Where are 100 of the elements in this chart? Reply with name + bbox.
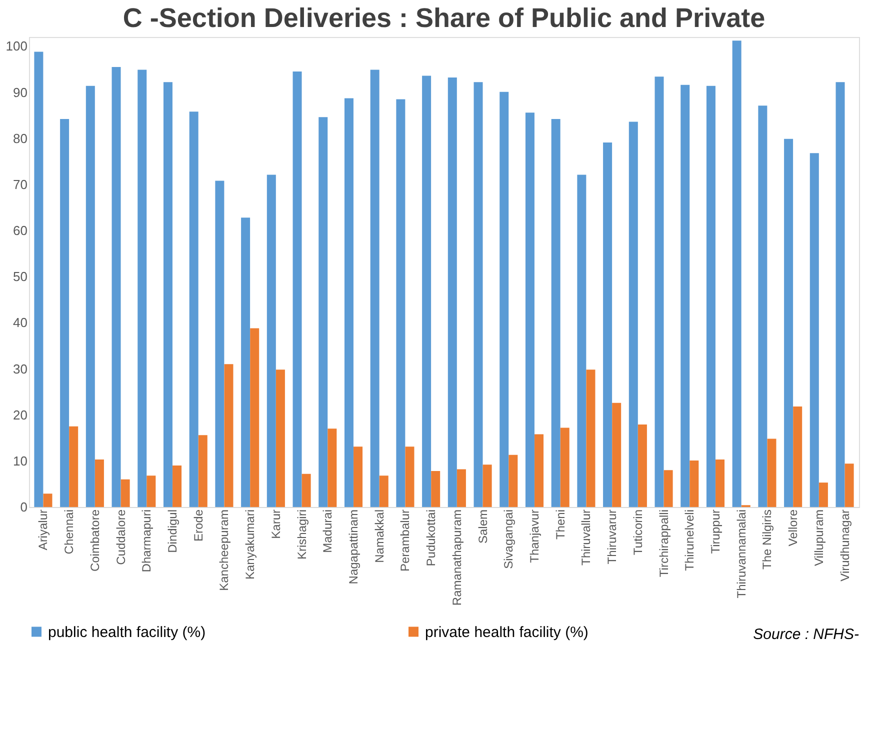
y-tick-label: 100 — [6, 38, 28, 54]
bar — [69, 426, 78, 507]
y-tick-label: 40 — [13, 315, 28, 330]
x-tick-label: Kanyakumari — [243, 510, 258, 580]
y-tick-label: 50 — [13, 269, 28, 284]
bar — [793, 406, 802, 507]
y-tick-label: 90 — [13, 84, 28, 100]
x-tick-label: Ramanathapuram — [450, 510, 464, 606]
x-tick-label: Pudukottai — [424, 510, 438, 566]
x-tick-label: Tuticorin — [630, 510, 645, 556]
x-tick-label: Virudhunagar — [838, 510, 852, 582]
x-tick-label: Perambalur — [398, 510, 412, 572]
x-tick-label: Nagapattinam — [346, 510, 360, 584]
bar — [586, 370, 596, 507]
bar — [328, 428, 337, 507]
bar — [810, 153, 819, 507]
y-tick-label: 10 — [13, 453, 28, 468]
legend-label: public health facility (%) — [48, 624, 206, 641]
x-tick-label: Thirunelveli — [682, 510, 697, 571]
bar — [680, 84, 690, 507]
y-tick-label: 0 — [20, 500, 28, 514]
bar — [318, 117, 328, 507]
bar — [612, 402, 622, 507]
bar — [292, 72, 302, 507]
bar — [474, 82, 483, 507]
x-tick-label: Thiruvarur — [605, 510, 620, 564]
y-tick-label: 20 — [13, 407, 28, 422]
bar — [456, 469, 466, 507]
bar — [577, 174, 586, 507]
bar — [250, 328, 260, 507]
bar — [551, 119, 560, 507]
x-tick-label: Vellore — [786, 509, 800, 546]
bar — [60, 119, 70, 507]
bar — [198, 435, 208, 507]
x-tick-label: Cuddalore — [114, 509, 128, 565]
bar — [241, 218, 250, 507]
source-note: Source : NFHS- — [753, 626, 859, 643]
bar — [628, 122, 638, 507]
bar — [844, 464, 854, 507]
chart-title: C -Section Deliveries : Share of Public and Private — [122, 3, 766, 33]
bar — [172, 466, 182, 507]
x-tick-label: Tirchirappalli — [656, 510, 671, 578]
bar — [94, 460, 104, 507]
bar — [120, 479, 130, 507]
bar — [836, 82, 845, 507]
bar — [138, 70, 147, 507]
bar — [405, 446, 414, 507]
y-tick-label: 80 — [13, 130, 28, 146]
bar — [112, 66, 121, 507]
bar — [448, 78, 457, 507]
bar — [370, 70, 380, 507]
x-tick-label: Dharmapuri — [140, 510, 154, 572]
x-tick-label: Erode — [191, 509, 206, 542]
bar — [344, 98, 354, 507]
bar — [767, 438, 776, 507]
x-tick-label: Ariyalur — [36, 510, 50, 550]
bar — [396, 99, 406, 507]
bar — [482, 464, 492, 507]
x-tick-label: Krishagiri — [294, 510, 309, 560]
bar — [146, 476, 156, 507]
x-tick-label: Tiruppur — [708, 510, 722, 554]
bar — [638, 424, 647, 507]
bar — [302, 474, 311, 507]
x-tick-label: Namakkal — [372, 510, 386, 563]
bar — [354, 446, 363, 507]
bar — [189, 112, 198, 507]
x-tick-label: Thiruvallur — [579, 509, 594, 566]
bar — [784, 138, 794, 507]
y-tick-label: 60 — [13, 223, 28, 238]
bar — [690, 460, 699, 507]
bar — [163, 82, 172, 507]
x-tick-label: The Nilgiris — [760, 510, 774, 570]
legend-label: private health facility (%) — [425, 624, 588, 641]
bar — [664, 470, 673, 507]
x-tick-label: Madurai — [320, 510, 335, 553]
x-tick-label: Villupuram — [812, 510, 826, 566]
bar — [266, 174, 276, 507]
x-tick-label: Thanjavur — [528, 510, 542, 563]
x-tick-label: Theni — [553, 510, 568, 540]
bar — [276, 370, 285, 507]
bar — [732, 40, 742, 507]
x-tick-label: Dindigul — [166, 510, 180, 553]
bar — [758, 106, 768, 507]
bar — [818, 482, 828, 507]
bar — [34, 52, 44, 507]
x-tick-label: Coimbatore — [88, 509, 102, 572]
y-tick-label: 30 — [13, 361, 28, 376]
x-tick-label: Chennai — [62, 510, 76, 554]
x-tick-label: Kancheepuram — [217, 510, 232, 591]
bar — [525, 112, 534, 507]
bar — [508, 454, 518, 507]
bar — [86, 86, 95, 507]
bar — [224, 364, 234, 507]
bar — [422, 76, 432, 507]
bar — [560, 428, 570, 507]
x-tick-label: Sivagangai — [502, 510, 516, 569]
bar — [534, 434, 544, 507]
x-tick-label: Karur — [268, 509, 283, 539]
bar — [500, 92, 509, 507]
bar — [379, 476, 388, 507]
